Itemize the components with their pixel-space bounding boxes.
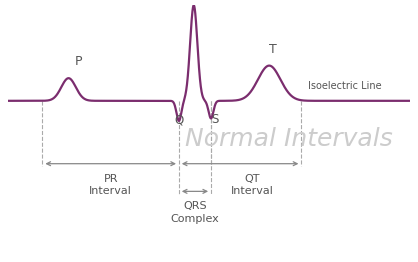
- Text: P: P: [75, 55, 82, 68]
- Text: S: S: [212, 113, 219, 126]
- Text: PR
Interval: PR Interval: [89, 174, 132, 196]
- Text: Normal Intervals: Normal Intervals: [185, 127, 393, 151]
- Text: Isoelectric Line: Isoelectric Line: [308, 81, 382, 91]
- Text: QRS
Complex: QRS Complex: [171, 201, 219, 224]
- Text: QT
Interval: QT Interval: [231, 174, 273, 196]
- Text: T: T: [269, 42, 277, 56]
- Text: Q: Q: [174, 113, 184, 126]
